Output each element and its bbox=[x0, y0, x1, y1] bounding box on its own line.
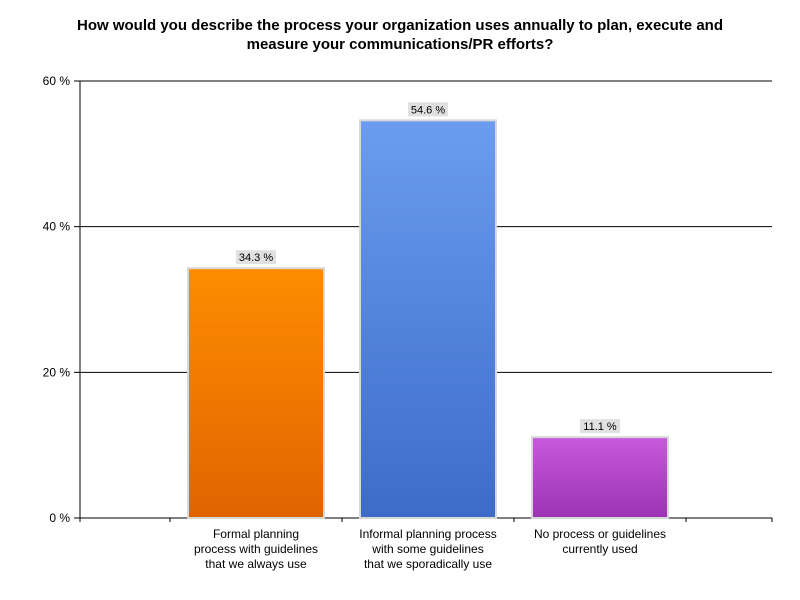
data-label-box bbox=[408, 102, 448, 117]
data-label-box bbox=[236, 250, 276, 265]
bar-1 bbox=[187, 267, 325, 519]
x-category-label: that we sporadically use bbox=[364, 557, 492, 571]
y-tick-label: 60 % bbox=[43, 74, 71, 88]
data-label: 54.6 % bbox=[411, 104, 445, 116]
y-tick-label: 40 % bbox=[43, 220, 71, 234]
data-label: 34.3 % bbox=[239, 252, 273, 264]
x-category-label: that we always use bbox=[205, 557, 307, 571]
labels: 0 % 20 % 40 % 60 % 34.3 % Formal planningproc… bbox=[43, 74, 666, 571]
bars bbox=[187, 119, 669, 520]
x-category-label: No process or guidelines bbox=[534, 527, 666, 541]
x-category-label: currently used bbox=[562, 542, 637, 556]
data-label-box bbox=[580, 419, 620, 434]
bar-3 bbox=[531, 436, 669, 519]
x-category-label: process with guidelines bbox=[194, 542, 318, 556]
x-category-label: with some guidelines bbox=[371, 542, 483, 556]
bar-2 bbox=[359, 119, 497, 520]
y-tick-label: 20 % bbox=[43, 365, 71, 379]
data-label: 11.1 % bbox=[583, 421, 617, 433]
y-tick-label: 0 % bbox=[49, 511, 70, 525]
x-category-label: Formal planning bbox=[213, 527, 299, 541]
chart-title-line-1: How would you describe the process your … bbox=[77, 17, 723, 34]
chart-title-line-2: measure your communications/PR efforts? bbox=[246, 36, 554, 53]
x-category-label: Informal planning process bbox=[359, 527, 496, 541]
chart-title: How would you describe the process your … bbox=[60, 16, 740, 54]
